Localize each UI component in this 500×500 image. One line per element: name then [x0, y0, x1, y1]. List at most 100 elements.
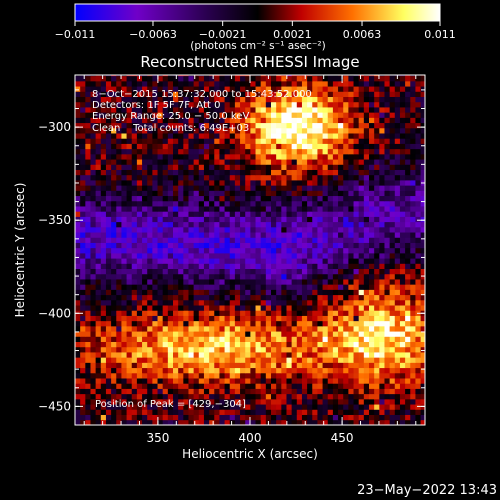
heatmap-cell: [307, 414, 313, 421]
heatmap-cell: [229, 341, 236, 348]
heatmap-cell: [348, 153, 354, 160]
heatmap-cell: [136, 383, 143, 389]
heatmap-cell: [379, 159, 385, 165]
heatmap-cell: [116, 294, 122, 301]
heatmap-cell: [343, 284, 349, 290]
heatmap-cell: [250, 237, 256, 243]
heatmap-cell: [224, 185, 231, 191]
heatmap-cell: [291, 107, 298, 113]
heatmap-cell: [250, 169, 256, 176]
heatmap-cell: [291, 101, 298, 108]
heatmap-cell: [167, 80, 174, 87]
heatmap-cell: [312, 211, 318, 217]
heatmap-cell: [312, 80, 318, 87]
heatmap-cell: [369, 174, 375, 181]
heatmap-cell: [152, 372, 158, 379]
heatmap-cell: [312, 357, 318, 363]
heatmap-cell: [105, 226, 112, 233]
heatmap-cell: [80, 378, 86, 384]
heatmap-cell: [374, 252, 380, 259]
heatmap-cell: [209, 273, 215, 280]
heatmap-cell: [420, 247, 425, 254]
heatmap-cell: [420, 133, 425, 139]
heatmap-cell: [358, 180, 365, 186]
heatmap-cell: [147, 216, 153, 223]
heatmap-cell: [271, 117, 277, 124]
heatmap-cell: [147, 299, 153, 306]
heatmap-cell: [420, 112, 425, 118]
heatmap-cell: [116, 419, 122, 425]
heatmap-cell: [405, 153, 411, 160]
heatmap-cell: [234, 206, 241, 212]
heatmap-cell: [358, 206, 365, 212]
heatmap-cell: [420, 289, 425, 296]
heatmap-cell: [322, 398, 329, 405]
heatmap-cell: [75, 414, 81, 421]
heatmap-cell: [240, 331, 246, 337]
heatmap-cell: [167, 310, 174, 316]
heatmap-cell: [405, 159, 411, 165]
heatmap-cell: [95, 75, 102, 82]
heatmap-cell: [369, 388, 375, 395]
heatmap-cell: [121, 75, 127, 82]
heatmap-cell: [291, 169, 298, 176]
heatmap-cell: [198, 279, 205, 285]
heatmap-cell: [332, 258, 339, 264]
heatmap-cell: [229, 138, 236, 144]
heatmap-cell: [219, 153, 225, 160]
heatmap-cell: [126, 185, 133, 191]
heatmap-cell: [322, 383, 329, 389]
heatmap-cell: [198, 383, 205, 389]
heatmap-cell: [173, 393, 179, 400]
heatmap-cell: [234, 320, 241, 327]
heatmap-cell: [188, 174, 195, 181]
heatmap-cell: [415, 86, 421, 92]
heatmap-cell: [188, 263, 195, 270]
heatmap-cell: [147, 164, 153, 170]
heatmap-cell: [131, 362, 138, 369]
heatmap-cell: [209, 75, 215, 77]
heatmap-cell: [307, 107, 313, 113]
heatmap-cell: [286, 383, 293, 389]
heatmap-cell: [420, 388, 425, 395]
heatmap-cell: [224, 367, 231, 374]
heatmap-cell: [296, 268, 303, 275]
heatmap-cell: [363, 221, 370, 228]
heatmap-cell: [219, 221, 225, 228]
heatmap-cell: [286, 352, 293, 358]
heatmap-cell: [384, 352, 391, 358]
heatmap-cell: [255, 273, 262, 280]
heatmap-cell: [271, 80, 277, 87]
heatmap-cell: [142, 237, 148, 243]
heatmap-cell: [291, 190, 298, 197]
heatmap-cell: [162, 404, 169, 410]
heatmap-cell: [198, 357, 205, 363]
heatmap-cell: [121, 263, 127, 270]
heatmap-cell: [384, 398, 391, 405]
heatmap-cell: [379, 252, 385, 259]
heatmap-cell: [250, 86, 256, 92]
heatmap-cell: [250, 404, 256, 410]
heatmap-cell: [286, 91, 293, 97]
heatmap-cell: [353, 352, 360, 358]
heatmap-cell: [307, 284, 313, 290]
heatmap-cell: [296, 404, 303, 410]
heatmap-cell: [214, 414, 220, 421]
heatmap-cell: [348, 398, 354, 405]
heatmap-cell: [389, 346, 396, 353]
heatmap-cell: [188, 325, 195, 332]
heatmap-cell: [301, 91, 308, 97]
heatmap-cell: [301, 180, 308, 186]
heatmap-cell: [374, 289, 380, 296]
heatmap-cell: [131, 91, 138, 97]
heatmap-cell: [100, 226, 107, 233]
heatmap-cell: [152, 289, 158, 296]
heatmap-cell: [379, 341, 385, 348]
heatmap-cell: [183, 346, 189, 353]
heatmap-cell: [338, 101, 344, 108]
heatmap-cell: [90, 190, 97, 197]
heatmap-cell: [95, 315, 102, 322]
heatmap-cell: [224, 107, 231, 113]
heatmap-cell: [296, 232, 303, 238]
heatmap-cell: [327, 96, 334, 103]
